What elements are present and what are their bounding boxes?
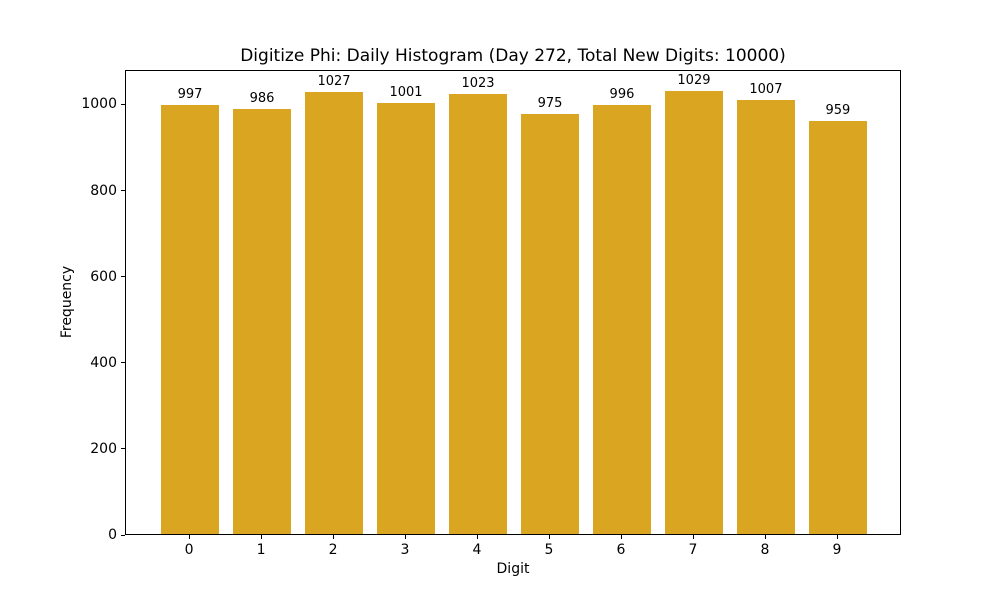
y-tick-label: 800 (90, 182, 117, 199)
x-tick-label: 6 (616, 542, 626, 558)
y-tick-label: 1000 (81, 96, 117, 113)
x-tick-mark (548, 535, 550, 539)
bar-value-label: 1023 (461, 75, 495, 91)
bar-value-label: 996 (609, 87, 635, 103)
y-tick-label: 200 (90, 440, 117, 457)
bar-value-label: 1001 (389, 85, 423, 101)
bar-digit-7 (665, 90, 723, 534)
y-tick-mark (121, 276, 125, 278)
x-tick-mark (764, 535, 766, 539)
x-tick-mark (261, 535, 263, 539)
x-tick-label: 2 (328, 542, 338, 558)
x-tick-mark (620, 535, 622, 539)
bar-digit-8 (737, 100, 795, 534)
y-tick-mark (121, 448, 125, 450)
chart-title: Digitize Phi: Daily Histogram (Day 272, … (240, 46, 786, 66)
bar-digit-5 (521, 114, 579, 534)
y-tick-label: 0 (108, 527, 117, 543)
x-tick-mark (189, 535, 191, 539)
bar-value-label: 975 (537, 96, 563, 112)
x-tick-mark (405, 535, 407, 539)
y-tick-mark (121, 534, 125, 536)
bar-value-label: 997 (177, 86, 203, 102)
bar-value-label: 1029 (677, 72, 711, 88)
y-tick-mark (121, 103, 125, 105)
x-axis-label: Digit (496, 561, 530, 577)
x-tick-mark (836, 535, 838, 539)
y-tick-mark (121, 362, 125, 364)
x-tick-label: 4 (472, 542, 482, 558)
y-tick-mark (121, 190, 125, 192)
bar-value-label: 986 (249, 91, 275, 107)
x-tick-label: 9 (832, 542, 842, 558)
x-tick-label: 1 (256, 542, 266, 558)
plot-area: 997 986 1027 1001 1023 975 996 1029 1007 959 (125, 70, 901, 535)
y-tick-label: 400 (90, 354, 117, 371)
bar-digit-9 (809, 121, 867, 534)
bar-digit-1 (233, 109, 291, 534)
bar-digit-0 (161, 104, 219, 534)
y-tick-label: 600 (90, 268, 117, 285)
x-tick-mark (333, 535, 335, 539)
bar-digit-2 (305, 91, 363, 534)
bar-digit-4 (449, 93, 507, 534)
x-tick-label: 0 (184, 542, 194, 558)
bar-digit-6 (593, 105, 651, 534)
bar-digit-3 (377, 103, 435, 534)
x-tick-label: 3 (400, 542, 410, 558)
x-tick-mark (477, 535, 478, 539)
x-tick-mark (692, 535, 694, 539)
bar-value-label: 1007 (749, 82, 783, 98)
x-tick-label: 7 (688, 542, 698, 558)
x-tick-label: 8 (760, 542, 770, 558)
bar-value-label: 959 (825, 103, 851, 119)
bar-value-label: 1027 (317, 73, 351, 89)
x-tick-label: 5 (544, 542, 554, 558)
